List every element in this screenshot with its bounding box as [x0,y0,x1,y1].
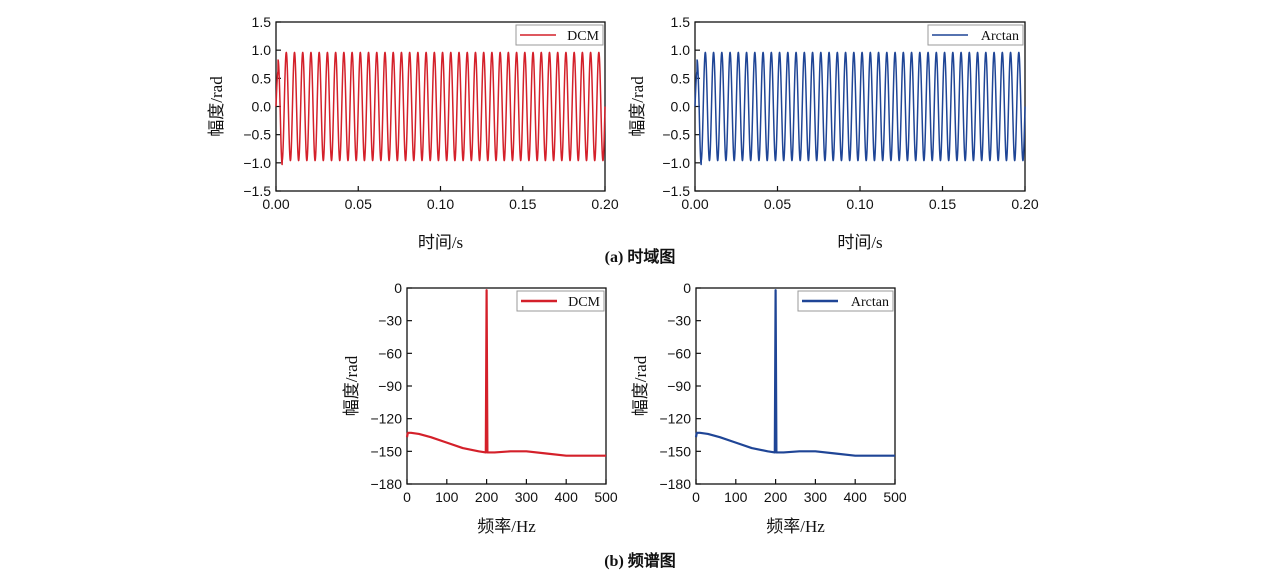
y-tick-label: 0 [394,280,402,296]
legend-label: Arctan [981,29,1019,44]
y-tick-label: −180 [370,476,402,492]
caption-b: (b) 频谱图 [604,551,676,570]
x-tick-label: 0.00 [681,196,708,212]
y-tick-label: −60 [378,345,402,361]
x-tick-label: 500 [883,489,907,505]
x-tick-label: 0.00 [262,196,289,212]
y-tick-label: −1.0 [662,155,690,171]
y-tick-label: −150 [370,443,402,459]
y-tick-label: 1.5 [671,14,691,30]
x-tick-label: 300 [804,489,828,505]
y-tick-label: −0.5 [662,127,690,143]
x-tick-label: 0.10 [846,196,873,212]
x-axis-label: 频率/Hz [766,517,825,536]
y-axis-label: 幅度/rad [342,355,361,416]
y-tick-label: 1.0 [671,42,691,58]
x-tick-label: 0 [692,489,700,505]
y-tick-label: −60 [667,345,691,361]
x-tick-label: 100 [435,489,459,505]
y-tick-label: −1.5 [243,183,271,199]
series-line-dcm [405,289,606,457]
x-axis-label: 时间/s [837,233,882,252]
x-tick-label: 0.20 [591,196,618,212]
y-axis-label: 幅度/rad [631,355,650,416]
chart-time-arctan: 0.00 0.05 0.10 0.15 0.20 1.5 1.0 0.5 0.0 −0.5 −1.0… [628,14,1039,252]
x-tick-label: 0.15 [509,196,536,212]
x-tick-label: 0 [403,489,411,505]
x-tick-label: 0.10 [427,196,454,212]
x-tick-label: 200 [475,489,499,505]
legend-label: Arctan [851,295,889,310]
chart-freq-arctan: 0 100 200 300 400 500 0 −30 −60 −90 −120 −150 −180 频率… [631,280,907,536]
y-axis-label: 幅度/rad [628,76,647,137]
x-tick-label: 0.05 [345,196,372,212]
x-tick-label: 500 [594,489,618,505]
chart-time-dcm: 0.00 0.05 0.10 0.15 0.20 1.5 1.0 0.5 0.0 −0.5 −1.0… [207,14,619,252]
y-tick-label: −120 [659,411,691,427]
y-tick-label: −90 [378,378,402,394]
y-tick-label: −120 [370,411,402,427]
y-tick-label: 0.5 [252,70,272,86]
series-line-arctan [694,289,895,457]
x-tick-label: 400 [844,489,868,505]
caption-a: (a) 时域图 [605,247,676,266]
x-axis-label: 频率/Hz [477,517,536,536]
chart-freq-dcm: 0 100 200 300 400 500 0 −30 −60 −90 −120 −150 −180 频率… [342,280,618,536]
y-tick-label: −30 [667,313,691,329]
y-tick-label: −90 [667,378,691,394]
y-tick-label: −30 [378,313,402,329]
y-tick-label: −150 [659,443,691,459]
legend-label: DCM [567,29,599,44]
x-tick-label: 300 [515,489,539,505]
legend-label: DCM [568,295,600,310]
y-tick-label: 0.0 [252,99,272,115]
legend-box [515,24,604,46]
x-tick-label: 0.05 [764,196,791,212]
x-tick-label: 100 [724,489,748,505]
x-tick-label: 0.20 [1011,196,1038,212]
y-tick-label: 1.5 [252,14,272,30]
y-tick-label: −1.5 [662,183,690,199]
series-line-dcm [275,51,606,166]
legend-box [516,290,605,312]
y-tick-label: −180 [659,476,691,492]
series-line-arctan [694,51,1026,166]
x-tick-label: 400 [555,489,579,505]
x-tick-label: 200 [764,489,788,505]
x-tick-label: 0.15 [929,196,956,212]
y-tick-label: 0.0 [671,99,691,115]
y-tick-label: −1.0 [243,155,271,171]
legend-box [797,290,894,312]
y-axis-label: 幅度/rad [207,76,226,137]
y-tick-label: 0 [683,280,691,296]
x-axis-label: 时间/s [418,233,463,252]
y-tick-label: 0.5 [671,70,691,86]
y-tick-label: −0.5 [243,127,271,143]
legend-box [927,24,1024,46]
y-tick-label: 1.0 [252,42,272,58]
